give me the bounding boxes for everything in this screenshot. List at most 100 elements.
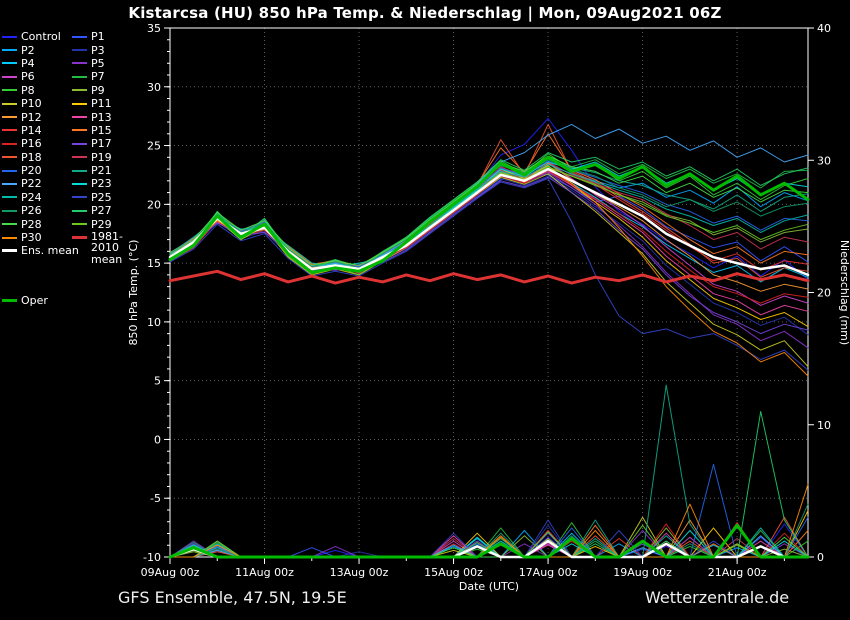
legend-item-label: P1	[91, 30, 105, 44]
legend-color-dash	[2, 75, 17, 78]
legend-item-label: P27	[91, 204, 112, 218]
legend-item-p8: P8	[2, 84, 79, 97]
svg-text:-5: -5	[150, 492, 161, 505]
legend-color-dash	[2, 142, 17, 145]
legend-item-label: P3	[91, 43, 105, 57]
legend-item-label: P4	[21, 56, 35, 70]
legend-color-dash	[72, 89, 87, 92]
legend-color-dash	[72, 102, 87, 105]
legend-item-p24: P24	[2, 191, 79, 204]
legend-item-p18: P18	[2, 151, 79, 164]
legend-item-p30: P30	[2, 231, 79, 244]
legend-item-label: P29	[91, 217, 112, 231]
legend-item-p22: P22	[2, 177, 79, 190]
svg-text:10: 10	[147, 316, 161, 329]
svg-text:40: 40	[817, 22, 831, 35]
legend-color-dash	[2, 89, 17, 92]
legend-item-p29: P29	[72, 217, 138, 231]
legend-color-dash	[72, 62, 87, 65]
legend-item-p10: P10	[2, 97, 79, 110]
legend-color-dash	[72, 235, 87, 239]
legend-color-dash	[72, 196, 87, 199]
legend-item-p11: P11	[72, 97, 138, 110]
legend-color-dash	[2, 298, 17, 302]
footer-model-info: GFS Ensemble, 47.5N, 19.5E	[118, 588, 347, 607]
legend-color-dash	[2, 49, 17, 52]
svg-text:850 hPa Temp. (°C): 850 hPa Temp. (°C)	[127, 240, 140, 346]
legend-item-label: P14	[21, 123, 42, 137]
legend-item-label: P16	[21, 137, 42, 151]
legend-item-label: Control	[21, 30, 61, 44]
legend-item-label: P12	[21, 110, 42, 124]
legend-item-label: P2	[21, 43, 35, 57]
legend-color-dash	[72, 129, 87, 132]
svg-text:15: 15	[147, 257, 161, 270]
legend-item-label: P30	[21, 231, 42, 245]
legend-item-p4: P4	[2, 57, 79, 70]
legend-item-label: P26	[21, 204, 42, 218]
legend-color-dash	[72, 209, 87, 212]
legend-color-dash	[2, 102, 17, 105]
svg-text:30: 30	[147, 81, 161, 94]
legend-color-dash	[72, 116, 87, 119]
legend-color-dash	[72, 75, 87, 78]
legend-item-label: 1981-2010 mean	[91, 229, 123, 266]
svg-text:Date (UTC): Date (UTC)	[459, 580, 519, 593]
legend-color-dash	[2, 35, 17, 38]
legend-item-label: P10	[21, 97, 42, 111]
svg-text:19Aug 00z: 19Aug 00z	[613, 566, 672, 579]
legend-item-p25: P25	[72, 191, 138, 204]
legend-item-label: P6	[21, 70, 35, 84]
svg-text:20: 20	[147, 198, 161, 211]
legend-item-control: Control	[2, 30, 79, 43]
legend-color-dash	[72, 49, 87, 52]
svg-text:35: 35	[147, 22, 161, 35]
legend-color-dash	[2, 62, 17, 65]
legend-item-label: P18	[21, 150, 42, 164]
legend-color-dash	[72, 156, 87, 159]
legend-item-p14: P14	[2, 124, 79, 137]
legend-item-p7: P7	[72, 70, 138, 83]
legend-item-p12: P12	[2, 110, 79, 124]
legend-item-p16: P16	[2, 137, 79, 150]
legend-item-label: P17	[91, 137, 112, 151]
svg-text:5: 5	[154, 375, 161, 388]
legend-item-ens-mean: Ens. mean	[2, 244, 79, 257]
legend-color-dash	[2, 182, 17, 185]
legend-item-p26: P26	[2, 204, 79, 217]
svg-text:21Aug 00z: 21Aug 00z	[708, 566, 767, 579]
svg-text:17Aug 00z: 17Aug 00z	[519, 566, 578, 579]
legend-item-label: P28	[21, 217, 42, 231]
legend-item-label: Oper	[21, 293, 48, 307]
svg-text:0: 0	[817, 551, 824, 564]
legend-item-p5: P5	[72, 57, 138, 70]
legend-color-dash	[2, 156, 17, 159]
legend-column-2: P1 P3 P5 P7 P9 P11 P13 P15 P17 P19 P21 P23 P25 P27 P29…	[72, 30, 138, 266]
svg-text:0: 0	[154, 433, 161, 446]
legend-item-oper: Oper	[2, 294, 79, 307]
legend-item-label: P22	[21, 177, 42, 191]
legend-color-dash	[2, 196, 17, 199]
legend-item-p1: P1	[72, 30, 138, 43]
svg-text:13Aug 00z: 13Aug 00z	[330, 566, 389, 579]
legend-item-label: Ens. mean	[21, 244, 79, 258]
legend-item-label: P24	[21, 190, 42, 204]
svg-text:30: 30	[817, 154, 831, 167]
legend-item-p13: P13	[72, 110, 138, 124]
svg-text:-10: -10	[143, 551, 161, 564]
legend-item-label: P9	[91, 83, 105, 97]
legend-color-dash	[2, 223, 17, 226]
legend-item-label: P19	[91, 150, 112, 164]
legend-color-dash	[2, 236, 17, 239]
legend-item-p6: P6	[2, 70, 79, 83]
svg-text:Niederschlag (mm): Niederschlag (mm)	[838, 240, 850, 345]
legend-color-dash	[2, 129, 17, 132]
legend-item-p23: P23	[72, 177, 138, 190]
legend-item-label: P23	[91, 177, 112, 191]
legend-item-label: P20	[21, 164, 42, 178]
legend-color-dash	[2, 209, 17, 212]
legend-color-dash	[72, 223, 87, 226]
svg-text:25: 25	[147, 140, 161, 153]
svg-text:11Aug 00z: 11Aug 00z	[235, 566, 294, 579]
